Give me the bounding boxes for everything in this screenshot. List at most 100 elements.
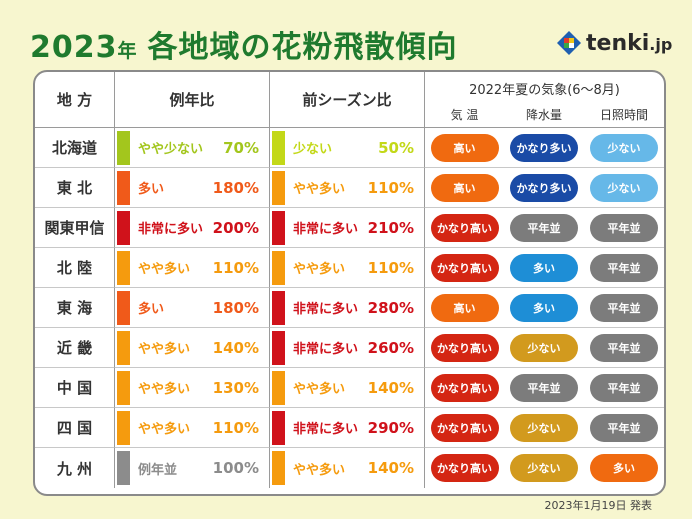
trend-color-bar <box>117 210 130 245</box>
weather-sun-badge: 平年並 <box>590 373 658 402</box>
weather-temp-cell: 高い <box>425 168 504 208</box>
weather-rain-badge: 平年並 <box>510 213 578 242</box>
weather-rain-cell: 多い <box>504 288 584 328</box>
weather-temp-badge: かなり高い <box>430 373 499 402</box>
trend-label: 非常に多い <box>293 422 359 437</box>
trend-percent: 110% <box>367 178 414 197</box>
header-weather-group: 2022年夏の気象(6〜8月) 気 温 降水量 日照時間 <box>425 72 664 128</box>
trend-label: やや多い <box>293 262 346 277</box>
header-vs-last: 前シーズン比 <box>270 72 425 128</box>
trend-percent: 180% <box>212 178 259 197</box>
region-label: 東 北 <box>35 168 115 208</box>
trend-color-bar <box>117 290 130 325</box>
weather-temp-cell: かなり高い <box>425 368 504 408</box>
trend-color-bar <box>117 451 130 485</box>
trend-vs-normal-cell: やや多い 110% <box>115 248 270 288</box>
weather-sun-badge: 平年並 <box>590 213 658 242</box>
trend-label: 非常に多い <box>293 302 359 317</box>
trend-percent: 70% <box>223 138 259 157</box>
trend-color-bar <box>272 370 285 405</box>
tenki-logo-icon <box>556 30 582 56</box>
trend-color-bar <box>117 130 130 165</box>
trend-color-bar <box>117 170 130 205</box>
region-label: 北海道 <box>35 128 115 168</box>
weather-temp-cell: 高い <box>425 128 504 168</box>
trend-percent: 100% <box>212 459 259 477</box>
header-temp: 気 温 <box>450 107 479 122</box>
trend-vs-normal-cell: やや多い 130% <box>115 368 270 408</box>
trend-vs-normal-cell: 多い 180% <box>115 168 270 208</box>
region-label: 関東甲信 <box>35 208 115 248</box>
weather-sun-badge: 平年並 <box>590 293 658 322</box>
trend-color-bar <box>272 410 285 445</box>
trend-vs-last-cell: やや多い 140% <box>270 368 425 408</box>
trend-percent: 140% <box>212 338 259 357</box>
weather-rain-badge: 少ない <box>510 454 578 482</box>
trend-label: やや多い <box>138 342 191 357</box>
trend-percent: 260% <box>367 338 414 357</box>
trend-label: やや多い <box>293 382 346 397</box>
pollen-table-grid: 地 方 例年比 前シーズン比 2022年夏の気象(6〜8月) 気 温 降水量 日… <box>35 72 664 494</box>
weather-temp-badge: かなり高い <box>430 253 499 282</box>
trend-percent: 130% <box>212 378 259 397</box>
trend-vs-last-cell: やや多い 110% <box>270 168 425 208</box>
trend-color-bar <box>117 250 130 285</box>
region-label: 北 陸 <box>35 248 115 288</box>
trend-label: 非常に多い <box>138 222 204 237</box>
header-sun: 日照時間 <box>599 107 648 122</box>
trend-label: 非常に多い <box>293 342 359 357</box>
weather-rain-cell: 多い <box>504 248 584 288</box>
trend-percent: 110% <box>212 258 259 277</box>
weather-rain-badge: かなり多い <box>510 133 578 162</box>
weather-temp-cell: かなり高い <box>425 328 504 368</box>
trend-label: やや多い <box>293 462 346 478</box>
weather-rain-cell: 少ない <box>504 328 584 368</box>
weather-sun-badge: 少ない <box>590 173 658 202</box>
trend-color-bar <box>117 370 130 405</box>
weather-temp-badge: かなり高い <box>430 454 499 482</box>
region-label: 四 国 <box>35 408 115 448</box>
trend-vs-last-cell: 非常に多い 260% <box>270 328 425 368</box>
weather-temp-cell: かなり高い <box>425 208 504 248</box>
trend-color-bar <box>272 210 285 245</box>
trend-color-bar <box>272 290 285 325</box>
weather-sun-cell: 平年並 <box>584 408 664 448</box>
weather-sun-badge: 多い <box>590 454 658 482</box>
header-weather-title: 2022年夏の気象(6〜8月) <box>469 83 620 98</box>
weather-temp-badge: 高い <box>430 173 499 202</box>
trend-percent: 140% <box>367 459 414 477</box>
header-vs-normal: 例年比 <box>115 72 270 128</box>
trend-color-bar <box>272 451 285 485</box>
weather-temp-cell: かなり高い <box>425 408 504 448</box>
weather-temp-badge: かなり高い <box>430 333 499 362</box>
trend-label: 多い <box>138 302 165 317</box>
trend-percent: 50% <box>378 138 414 157</box>
weather-rain-badge: 少ない <box>510 333 578 362</box>
weather-temp-badge: かなり高い <box>430 213 499 242</box>
weather-sun-cell: 平年並 <box>584 368 664 408</box>
weather-rain-cell: 少ない <box>504 408 584 448</box>
weather-temp-cell: かなり高い <box>425 248 504 288</box>
weather-rain-badge: かなり多い <box>510 173 578 202</box>
trend-vs-last-cell: 非常に多い 210% <box>270 208 425 248</box>
trend-percent: 210% <box>367 218 414 237</box>
weather-rain-badge: 多い <box>510 293 578 322</box>
trend-label: 少ない <box>293 142 333 157</box>
trend-vs-normal-cell: やや少ない 70% <box>115 128 270 168</box>
trend-vs-normal-cell: 多い 180% <box>115 288 270 328</box>
header-rain: 降水量 <box>525 107 562 122</box>
trend-vs-normal-cell: やや多い 140% <box>115 328 270 368</box>
trend-percent: 200% <box>212 218 259 237</box>
trend-label: やや多い <box>293 182 346 197</box>
header-region: 地 方 <box>35 72 115 128</box>
trend-vs-normal-cell: 非常に多い 200% <box>115 208 270 248</box>
trend-color-bar <box>272 170 285 205</box>
weather-sun-cell: 平年並 <box>584 208 664 248</box>
trend-vs-last-cell: 非常に多い 290% <box>270 408 425 448</box>
trend-color-bar <box>272 330 285 365</box>
weather-temp-badge: 高い <box>430 293 499 322</box>
weather-rain-badge: 少ない <box>510 413 578 442</box>
region-label: 九 州 <box>35 448 115 488</box>
title-year: 2023 <box>30 30 118 65</box>
trend-percent: 110% <box>212 418 259 437</box>
